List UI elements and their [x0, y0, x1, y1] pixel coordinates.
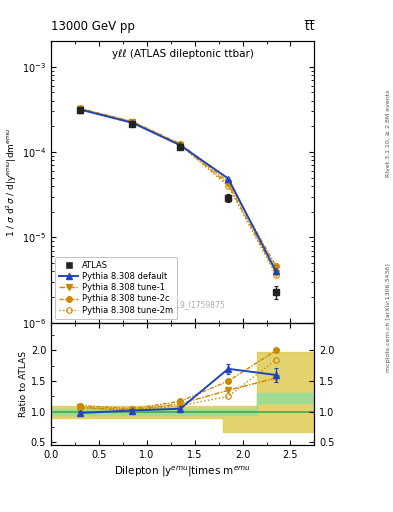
Text: 13000 GeV pp: 13000 GeV pp — [51, 20, 135, 33]
Y-axis label: 1 / $\sigma$ d$^2\sigma$ / d|y$^{emu}$|dm$^{emu}$: 1 / $\sigma$ d$^2\sigma$ / d|y$^{emu}$|d… — [5, 127, 19, 237]
Text: yℓℓ (ATLAS dileptonic ttbar): yℓℓ (ATLAS dileptonic ttbar) — [112, 50, 254, 59]
X-axis label: Dilepton |y$^{emu}$|times m$^{emu}$: Dilepton |y$^{emu}$|times m$^{emu}$ — [114, 464, 251, 479]
Legend: ATLAS, Pythia 8.308 default, Pythia 8.308 tune-1, Pythia 8.308 tune-2c, Pythia 8: ATLAS, Pythia 8.308 default, Pythia 8.30… — [55, 257, 177, 318]
Text: ATLAS_2019_I1759875: ATLAS_2019_I1759875 — [140, 300, 226, 309]
Text: t̅t̅: t̅t̅ — [305, 20, 314, 33]
Y-axis label: Ratio to ATLAS: Ratio to ATLAS — [19, 351, 28, 417]
Text: mcplots.cern.ch [arXiv:1306.3436]: mcplots.cern.ch [arXiv:1306.3436] — [386, 263, 391, 372]
Text: Rivet 3.1.10, ≥ 2.8M events: Rivet 3.1.10, ≥ 2.8M events — [386, 90, 391, 177]
